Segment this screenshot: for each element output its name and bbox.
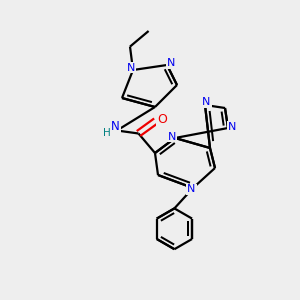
Text: H: H — [103, 128, 110, 138]
Text: N: N — [227, 122, 236, 131]
Text: N: N — [126, 63, 135, 73]
Text: N: N — [168, 131, 176, 142]
Text: N: N — [202, 97, 211, 107]
Text: N: N — [167, 58, 176, 68]
Text: O: O — [157, 113, 167, 126]
Text: N: N — [111, 120, 120, 134]
Text: N: N — [187, 184, 196, 194]
